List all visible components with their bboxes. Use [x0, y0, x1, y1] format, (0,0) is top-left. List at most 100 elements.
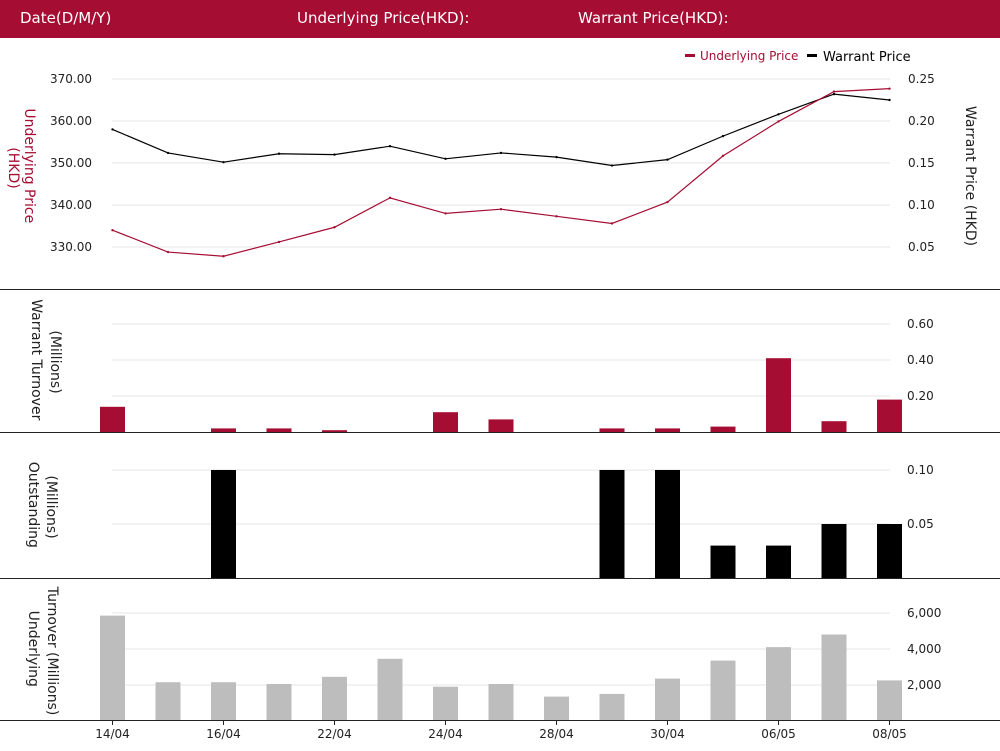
warrant-point: [888, 98, 891, 102]
x-tick-label: 22/04: [317, 727, 352, 741]
y-tick-underlying-turnover: 4,000: [907, 642, 941, 656]
underlying-point: [666, 200, 669, 204]
underlying-price-axis-title: Underlying Price (HKD): [5, 108, 37, 227]
y-tick-left: 350.00: [50, 156, 92, 170]
warrant-turnover-axis-title: Warrant Turnover (Millions): [28, 299, 63, 425]
x-tick-label: 14/04: [95, 727, 130, 741]
underlying-point: [388, 196, 392, 200]
warrant-point: [444, 157, 447, 160]
warrant-turnover-bar: [599, 428, 625, 432]
underlying-point: [777, 120, 780, 123]
x-tick-label: 28/04: [539, 727, 574, 741]
y-tick-left: 360.00: [50, 114, 92, 128]
legend-swatch-underlying: [685, 54, 695, 57]
y-tick-outstanding: 0.05: [907, 517, 934, 531]
warrant-point: [222, 160, 225, 164]
underlying-point: [333, 226, 336, 229]
warrant-point: [499, 151, 503, 155]
x-tick-label: 16/04: [206, 727, 241, 741]
y-tick-warrant-turnover: 0.40: [907, 353, 934, 367]
warrant-turnover-bar: [266, 428, 292, 432]
outstanding-bar: [766, 545, 791, 578]
outstanding-bar: [710, 545, 736, 578]
warrant-point: [832, 92, 836, 96]
warrant-turnover-bar: [821, 421, 847, 432]
underlying-turnover-bar: [599, 693, 625, 720]
warrant-turnover-bar: [322, 430, 347, 432]
warrant-point: [388, 145, 392, 148]
outstanding-bar: [599, 470, 625, 578]
underlying-turnover-bar: [322, 676, 347, 720]
legend-swatch-warrant: [807, 54, 817, 57]
header-bar: Date(D/M/Y) Underlying Price(HKD): Warra…: [0, 0, 1000, 38]
outstanding-bar: [655, 470, 680, 578]
axis-title-line: (HKD): [5, 147, 21, 188]
axis-title-line: (Millions): [43, 475, 59, 538]
x-tick-label: 24/04: [428, 727, 463, 741]
underlying-point: [721, 154, 725, 158]
warrant-turnover-bar: [710, 426, 736, 432]
y-tick-right: 0.15: [908, 156, 935, 170]
axis-title-line: (Millions): [47, 330, 63, 393]
axis-title-line: Turnover (Millions): [44, 586, 60, 716]
outstanding-bar: [821, 524, 847, 578]
axis-title-line: Underlying Price: [21, 108, 37, 223]
underlying-point: [111, 229, 114, 232]
y-tick-underlying-turnover: 2,000: [907, 678, 941, 692]
underlying-point: [555, 215, 558, 218]
warrant-turnover-bar: [766, 358, 791, 432]
y-tick-underlying-turnover: 6,000: [907, 606, 941, 620]
legend-label-warrant: Warrant Price: [823, 50, 911, 65]
underlying-point: [888, 87, 891, 90]
warrant-point: [111, 128, 114, 131]
y-tick-left: 340.00: [50, 198, 92, 212]
underlying-price-line: [112, 88, 890, 257]
underlying-turnover-bar: [100, 615, 125, 720]
y-tick-left: 330.00: [50, 240, 92, 254]
underlying-turnover-bar: [877, 680, 902, 720]
underlying-turnover-bar: [155, 682, 181, 720]
underlying-point: [277, 240, 281, 244]
x-tick-label: 30/04: [650, 727, 685, 741]
warrant-turnover-bar: [100, 406, 125, 432]
underlying-turnover-bar: [766, 647, 791, 720]
warrant-turnover-bar: [877, 399, 902, 432]
y-tick-right: 0.05: [908, 240, 935, 254]
x-tick-label: 06/05: [761, 727, 796, 741]
warrant-price-label: Warrant Price(HKD):: [578, 9, 729, 27]
underlying-point: [832, 90, 836, 93]
warrant-price-line: [112, 93, 890, 167]
x-tick-label: 08/05: [872, 727, 907, 741]
y-tick-left: 370.00: [50, 72, 92, 86]
underlying-turnover-axis-title: Underlying Turnover (Millions): [25, 586, 60, 716]
warrant-point: [721, 134, 725, 138]
warrant-turnover-bar: [655, 428, 680, 432]
y-tick-right: 0.10: [908, 198, 935, 212]
underlying-point: [610, 222, 614, 225]
date-label: Date(D/M/Y): [20, 9, 112, 27]
underlying-point: [166, 250, 170, 254]
underlying-turnover-bar: [377, 658, 403, 720]
underlying-turnover-bar: [710, 660, 736, 720]
axis-title-line: Underlying: [25, 611, 41, 687]
y-tick-warrant-turnover: 0.60: [907, 317, 934, 331]
underlying-turnover-bar: [433, 686, 458, 720]
warrant-turnover-bar: [488, 419, 514, 432]
plot-area: 370.00 360.00 350.00 340.00 330.00 0.25 0.20 0.…: [50, 72, 941, 741]
warrant-point: [555, 155, 558, 159]
legend: Underlying Price Warrant Price: [685, 49, 911, 65]
underlying-turnover-bar: [821, 634, 847, 720]
underlying-turnover-bar: [266, 684, 292, 720]
underlying-price-label: Underlying Price(HKD):: [297, 9, 470, 27]
warrant-turnover-bar: [433, 412, 458, 432]
axis-title-line: Warrant Turnover: [28, 299, 44, 420]
underlying-turnover-bar: [655, 678, 680, 720]
y-tick-right: 0.25: [908, 72, 935, 86]
y-tick-warrant-turnover: 0.20: [907, 389, 934, 403]
axis-title-line: Outstanding: [25, 462, 41, 548]
underlying-turnover-bar: [544, 696, 569, 720]
outstanding-bar: [211, 470, 236, 578]
warrant-point: [777, 113, 780, 116]
warrant-point: [666, 158, 669, 161]
